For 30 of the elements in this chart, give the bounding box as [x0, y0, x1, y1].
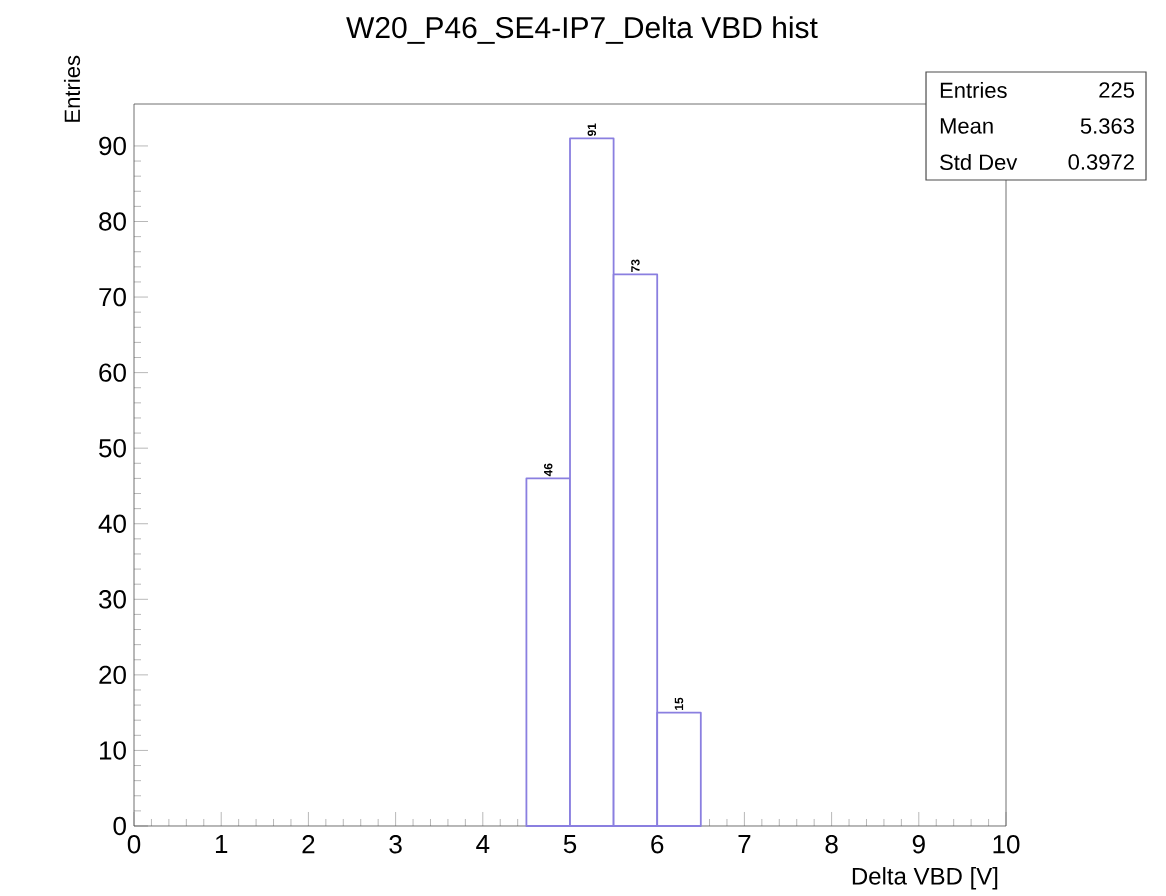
x-tick-label: 4: [476, 835, 490, 853]
y-tick-label: 0: [113, 816, 126, 836]
x-tick-label: 8: [825, 835, 838, 854]
annotation: Mean: [940, 118, 993, 134]
x-tick-label: 2: [302, 835, 315, 854]
y-tick-label: 80: [99, 212, 126, 231]
x-tick-label: 1: [215, 835, 228, 853]
y-tick-label: 40: [98, 514, 126, 533]
text: Entries: [940, 81, 1007, 99]
x-tick-label: 0: [127, 835, 141, 854]
text: 0.3972: [1068, 154, 1134, 170]
x-tick-label: 10: [993, 835, 1020, 854]
chart-title: W20_P46_SE4-IP7_Delta VBD hist: [346, 16, 818, 44]
text: 225: [1099, 82, 1134, 98]
y-tick-label: 60: [99, 363, 126, 382]
y-tick-label: 10: [100, 741, 126, 760]
y-tick-label: 70: [99, 287, 126, 307]
x-tick-label: 3: [389, 835, 402, 854]
x-tick-label: 7: [738, 835, 751, 853]
y-tick-label: 90: [99, 136, 126, 156]
text: 5.363: [1080, 118, 1134, 134]
y-tick-label: 30: [99, 590, 126, 609]
x-axis-title: Delta VBD [V]: [852, 867, 998, 890]
y-axis-title: Entries: [63, 55, 81, 122]
x-tick-label: 9: [912, 835, 925, 854]
x-tick-label: 5: [563, 835, 577, 854]
y-tick-label: 20: [99, 665, 126, 685]
annotation: Std Dev: [940, 153, 1018, 171]
y-tick-label: 50: [99, 438, 126, 458]
x-tick-label: 6: [651, 835, 664, 854]
